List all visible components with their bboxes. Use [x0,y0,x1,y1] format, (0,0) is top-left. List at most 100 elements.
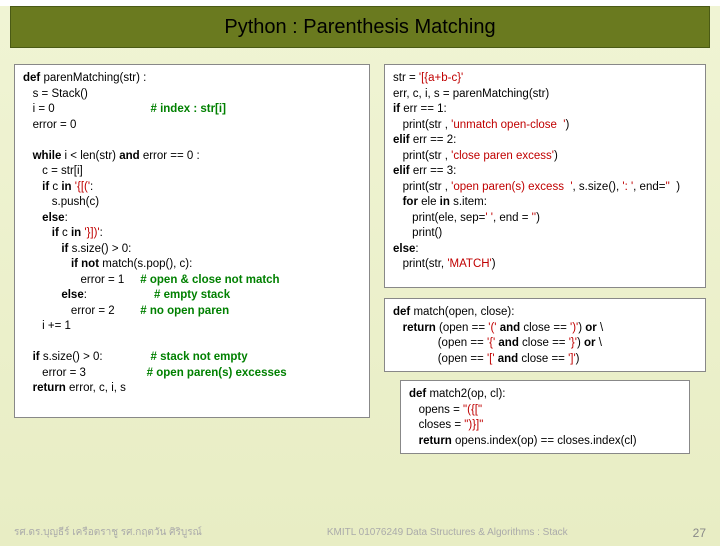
code-token: print() [393,227,442,239]
footer-page: 27 [693,526,706,540]
code-token: ) [566,119,570,131]
footer: รศ.ดร.บุญธีร์ เครือตราชู รศ.กฤตวัน ศิริบ… [0,525,720,540]
code-token: print(str , [393,119,451,131]
code-token: return [33,382,69,394]
code-token: # no open paren [140,305,229,317]
code-token: close == [522,337,569,349]
code-token: i = 0 [23,103,151,115]
code-token: elif [393,134,413,146]
code-token: ) [554,150,558,162]
code-token: parenMatching(str) : [43,72,146,84]
code-token: ': ' [622,181,633,193]
code-token: s = Stack() [23,88,88,100]
code-box-match2: def match2(op, cl): opens = "({[" closes… [400,380,690,454]
code-token: close == [523,322,570,334]
code-token: ) [577,337,584,349]
code-token [23,243,61,255]
code-token: str = [393,72,419,84]
code-token: while [33,150,65,162]
code-token: ']' [568,353,576,365]
code-token: print(str , [393,181,451,193]
code-token: and [498,353,522,365]
code-token: : [84,289,154,301]
code-token: error = 3 [23,367,147,379]
code-token: '[' [487,353,495,365]
code-token: def [23,72,43,84]
code-token: '[{a+b-c}' [419,72,463,84]
code-token: and [119,150,143,162]
code-token: else [393,243,415,255]
code-token: closes = [409,419,464,431]
code-token: return [403,322,439,334]
code-token: opens.index(op) == closes.index(cl) [455,435,637,447]
code-token: i += 1 [23,320,71,332]
code-token: and [498,337,522,349]
code-token: \ [600,322,603,334]
code-token [23,181,42,193]
code-token: ")}]" [464,419,483,431]
code-token: if [42,181,52,193]
code-token: ) [492,258,496,270]
code-token: (open == [439,322,488,334]
code-token: # index : str[i] [151,103,226,115]
code-token: if [393,103,403,115]
code-token: ) [670,181,680,193]
code-token [393,322,403,334]
code-token: in [61,181,74,193]
code-token: # empty stack [154,289,230,301]
code-token: , end= [633,181,665,193]
code-token: i < len(str) [65,150,120,162]
code-token: # stack not empty [151,351,248,363]
code-token: c = str[i] [23,165,83,177]
code-token [23,289,61,301]
code-token: err == 1: [403,103,446,115]
code-token: match(open, close): [413,306,514,318]
code-token: : [90,181,93,193]
title-bar: Python : Parenthesis Matching [10,6,710,48]
code-token [23,351,33,363]
code-token: print(str , [393,150,451,162]
code-token [23,258,71,270]
code-token: , end = [493,212,532,224]
code-token: else [42,212,64,224]
footer-course: KMITL 01076249 Data Structures & Algorit… [202,527,693,538]
code-token: c [62,227,71,239]
code-token: s.item: [453,196,487,208]
code-token: return [419,435,455,447]
code-token: # open paren(s) excesses [147,367,287,379]
code-token: 'unmatch open-close ' [451,119,565,131]
code-token: (open == [393,353,487,365]
code-token: "({[" [463,404,482,416]
code-token: close == [521,353,568,365]
code-box-usage: str = '[{a+b-c}' err, c, i, s = parenMat… [384,64,706,288]
code-token: : [100,227,103,239]
slide-title: Python : Parenthesis Matching [224,16,495,39]
code-token: 'open paren(s) excess ' [451,181,572,193]
code-token: match2(op, cl): [429,388,505,400]
code-token: err == 3: [413,165,456,177]
code-token: '{[(' [75,181,90,193]
code-token: err, c, i, s = parenMatching(str) [393,88,549,100]
code-token: 'MATCH' [447,258,491,270]
code-token: ele [421,196,440,208]
code-token: : [415,243,418,255]
code-token: '{' [487,337,495,349]
code-token: or [585,322,600,334]
code-token: else [61,289,83,301]
code-token: error == 0 : [143,150,200,162]
code-token [393,196,403,208]
code-token: if [33,351,43,363]
code-token: err == 2: [413,134,456,146]
code-token: and [500,322,524,334]
code-token [23,227,52,239]
code-token: def [393,306,413,318]
code-token: error = 1 [23,274,140,286]
code-token [23,212,42,224]
code-token: error = 0 [23,119,76,131]
code-token: in [71,227,84,239]
code-token: or [584,337,599,349]
code-token: ) [576,353,580,365]
code-token [23,150,33,162]
code-token: match(s.pop(), c): [102,258,192,270]
code-token: print(ele, sep= [393,212,485,224]
